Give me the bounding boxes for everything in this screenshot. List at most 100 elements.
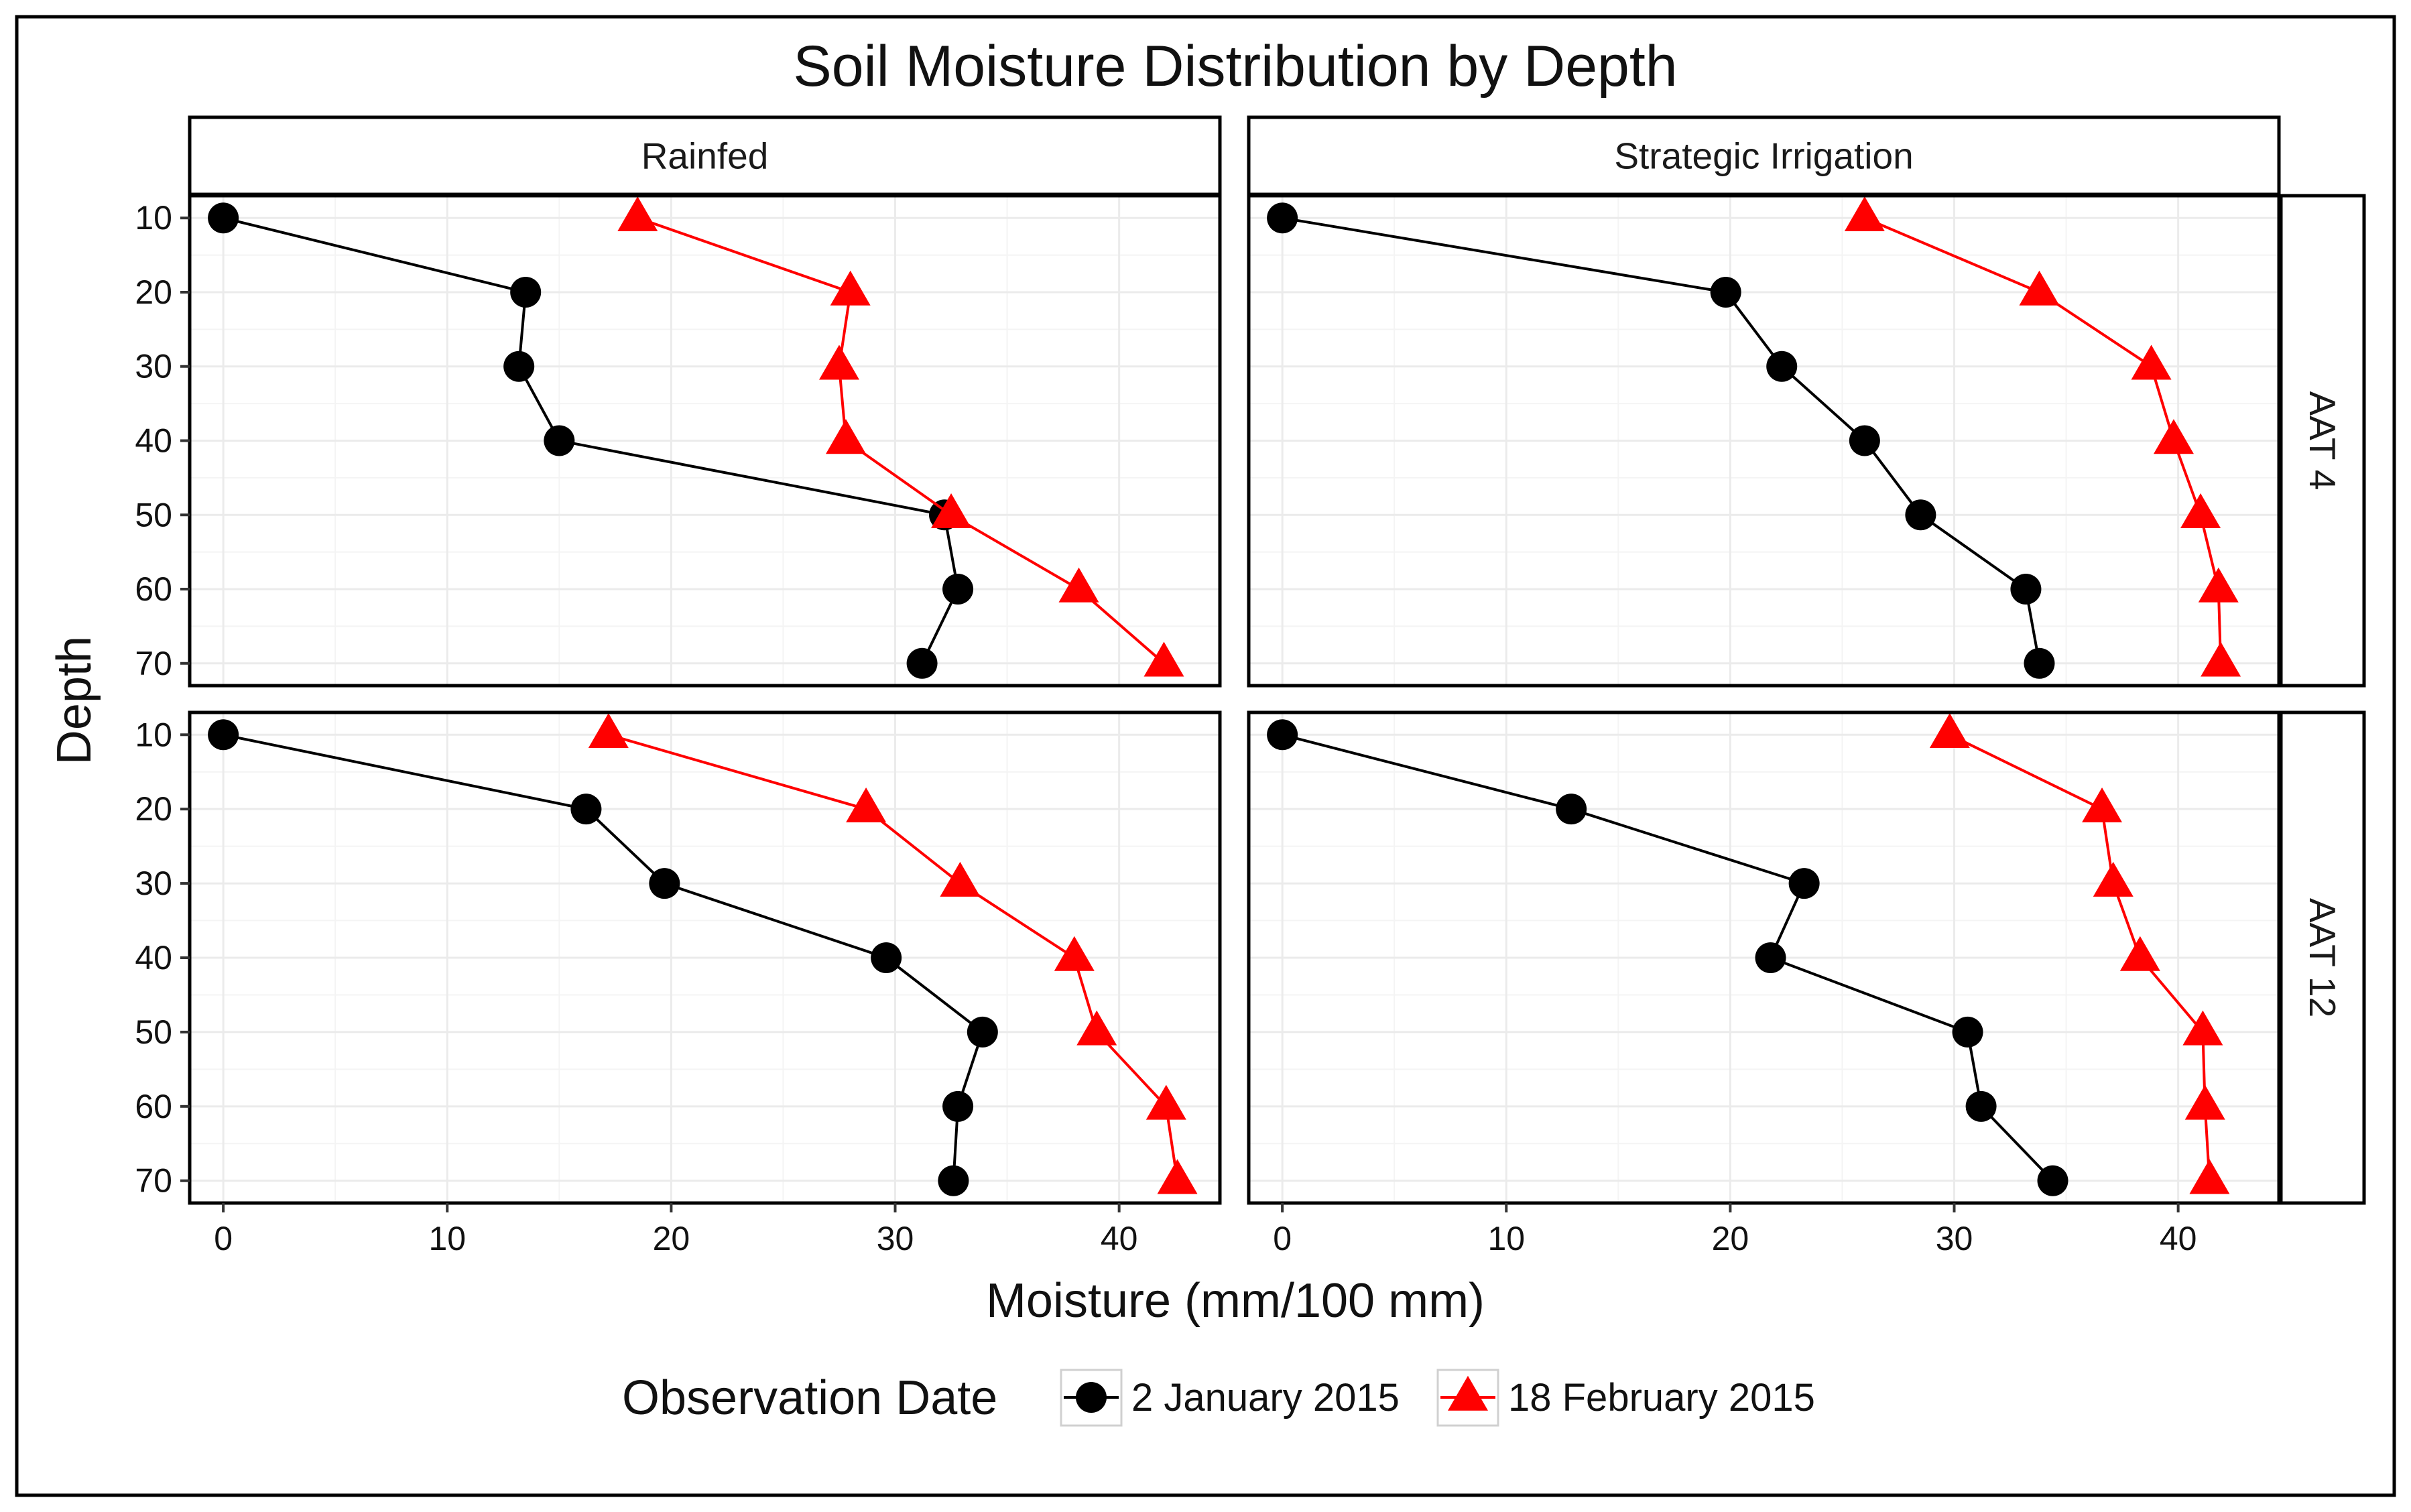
y-tick-label: 70 [135, 1162, 172, 1200]
data-point [1556, 794, 1587, 825]
data-point [2019, 270, 2060, 306]
data-point [938, 1165, 969, 1196]
x-tick-label: 40 [2160, 1220, 2197, 1257]
x-axis-title: Moisture (mm/100 mm) [986, 1274, 1485, 1328]
data-point [1710, 276, 1741, 308]
data-point [940, 861, 981, 897]
data-point [931, 493, 972, 529]
data-point [967, 1016, 998, 1048]
data-point [942, 574, 974, 605]
data-point [1267, 719, 1298, 751]
data-point [906, 647, 938, 679]
facet-panel [1247, 194, 2281, 688]
legend-key-marker [1448, 1375, 1488, 1411]
facet-panel [1247, 710, 2281, 1205]
y-axis-title: Depth [48, 636, 101, 765]
chart-title: Soil Moisture Distribution by Depth [793, 34, 1677, 99]
data-point [846, 787, 887, 822]
data-point [2010, 574, 2042, 605]
data-point [1849, 425, 1880, 456]
y-tick-label: 50 [135, 1013, 172, 1051]
legend-label: 18 February 2015 [1508, 1376, 1815, 1420]
data-point [1929, 713, 1970, 749]
x-tick-label: 40 [1101, 1220, 1138, 1257]
x-tick-label: 30 [877, 1220, 914, 1257]
legend: Observation Date 2 January 2015 18 Februar… [622, 1369, 1815, 1427]
data-point [503, 351, 535, 382]
data-point [617, 196, 658, 231]
y-tick-label: 40 [135, 422, 172, 460]
data-point [818, 344, 859, 380]
facet-strip-column [188, 115, 1222, 196]
y-tick-label: 20 [135, 273, 172, 311]
data-point [1058, 567, 1099, 603]
y-tick-label: 10 [135, 716, 172, 753]
data-point [2189, 1159, 2230, 1194]
data-point [1965, 1090, 1997, 1122]
data-point [1076, 1010, 1117, 1046]
data-point [2182, 1010, 2223, 1046]
data-point [1157, 1159, 1198, 1194]
y-tick-label: 60 [135, 570, 172, 608]
data-point [2082, 787, 2123, 822]
x-tick-label: 20 [1712, 1220, 1749, 1257]
facet-strip-label: Rainfed [641, 135, 769, 177]
facet-strip-row [2279, 194, 2366, 688]
y-tick-label: 10 [135, 199, 172, 237]
data-point [649, 868, 680, 899]
y-tick-label: 40 [135, 939, 172, 976]
y-tick-label: 30 [135, 865, 172, 902]
data-point [2037, 1165, 2068, 1196]
legend-title: Observation Date [622, 1371, 997, 1425]
facet-strip-row [2279, 710, 2366, 1205]
data-point [208, 719, 239, 751]
data-point [1143, 641, 1184, 677]
legend-key-marker [1076, 1382, 1107, 1413]
x-tick-label: 0 [214, 1220, 233, 1257]
data-point [570, 794, 602, 825]
figure-frame [15, 15, 2396, 1497]
data-point [2093, 861, 2134, 897]
legend-label: 2 January 2015 [1131, 1376, 1400, 1420]
data-point [2201, 641, 2241, 677]
panel-border [1247, 710, 2281, 1205]
data-point [2184, 1084, 2225, 1120]
x-tick-label: 20 [653, 1220, 690, 1257]
facet-strip-label: Strategic Irrigation [1614, 135, 1913, 177]
data-point [208, 202, 239, 234]
data-point [942, 1090, 974, 1122]
data-point [2024, 647, 2055, 679]
data-point [544, 425, 575, 456]
data-point [1755, 942, 1786, 973]
data-point [1054, 936, 1095, 971]
data-point [588, 713, 629, 749]
facet-panel [188, 194, 1222, 688]
data-point [1766, 351, 1798, 382]
y-tick-label: 60 [135, 1088, 172, 1125]
data-point [2180, 493, 2221, 529]
x-tick-label: 10 [1487, 1220, 1525, 1257]
x-tick-label: 30 [1936, 1220, 1973, 1257]
data-point [2198, 567, 2239, 603]
facet-strip-label: AAT 4 [2302, 391, 2343, 491]
data-point [1905, 499, 1936, 531]
x-tick-label: 10 [428, 1220, 466, 1257]
y-tick-label: 50 [135, 496, 172, 533]
facet-panel [188, 710, 1222, 1205]
data-point [1267, 202, 1298, 234]
data-point [1788, 868, 1820, 899]
x-tick-label: 0 [1273, 1220, 1292, 1257]
facet-strip-label: AAT 12 [2302, 898, 2343, 1017]
panels-layer: Rainfed Strategic Irrigation AAT 4 AAT 12 10… [135, 115, 2366, 1257]
y-tick-label: 70 [135, 645, 172, 682]
data-point [1952, 1016, 1983, 1048]
data-point [830, 270, 871, 306]
data-point [2119, 936, 2160, 971]
data-point [871, 942, 902, 973]
data-point [510, 276, 542, 308]
data-point [2131, 344, 2172, 380]
data-point [2153, 419, 2194, 454]
data-point [1844, 196, 1885, 231]
data-point [826, 419, 867, 454]
